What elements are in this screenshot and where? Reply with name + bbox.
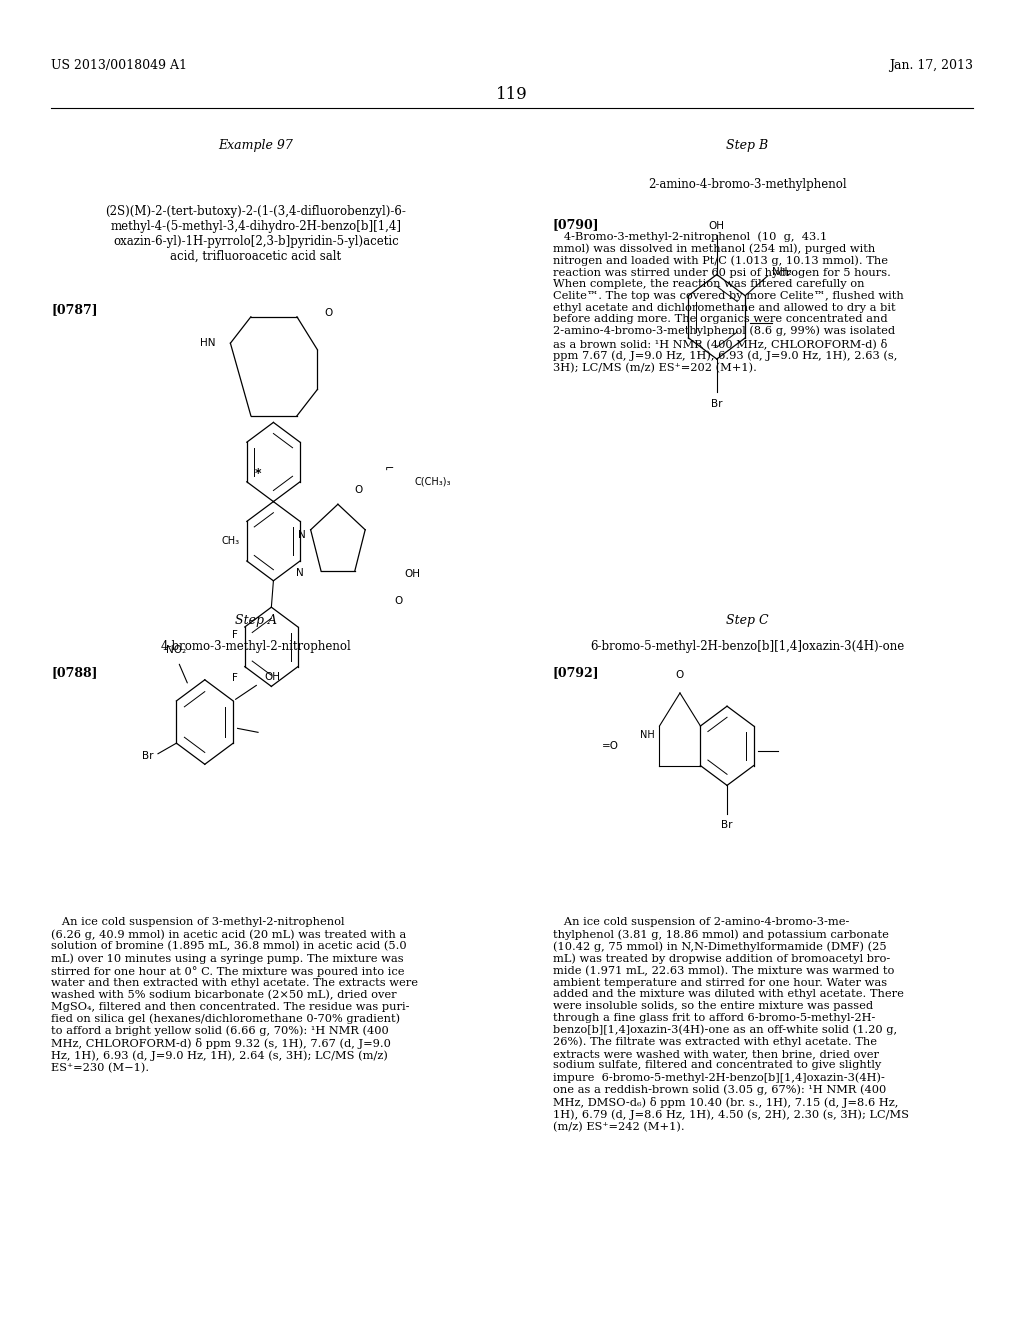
Text: Step B: Step B <box>726 139 769 152</box>
Text: Br: Br <box>711 399 723 409</box>
Text: [0787]: [0787] <box>51 304 98 317</box>
Text: *: * <box>255 467 261 480</box>
Text: (2S)(M)-2-(tert-butoxy)-2-(1-(3,4-difluorobenzyl)-6-
methyl-4-(5-methyl-3,4-dihy: (2S)(M)-2-(tert-butoxy)-2-(1-(3,4-difluo… <box>105 205 407 263</box>
Text: ⌐: ⌐ <box>384 465 394 475</box>
Text: O: O <box>325 308 333 318</box>
Text: =O: =O <box>601 741 618 751</box>
Text: HN: HN <box>200 338 215 348</box>
Text: OH: OH <box>404 569 421 579</box>
Text: F: F <box>231 630 238 640</box>
Text: NO₂: NO₂ <box>166 645 186 655</box>
Text: 2-amino-4-bromo-3-methylphenol: 2-amino-4-bromo-3-methylphenol <box>648 178 847 191</box>
Text: An ice cold suspension of 3-methyl-2-nitrophenol
(6.26 g, 40.9 mmol) in acetic a: An ice cold suspension of 3-methyl-2-nit… <box>51 917 418 1073</box>
Text: CH₃: CH₃ <box>221 536 240 546</box>
Text: N: N <box>296 568 304 578</box>
Text: O: O <box>394 595 402 606</box>
Text: Example 97: Example 97 <box>218 139 294 152</box>
Text: NH₂: NH₂ <box>772 267 792 277</box>
Text: Br: Br <box>721 820 733 830</box>
Text: O: O <box>676 669 684 680</box>
Text: Step A: Step A <box>234 614 278 627</box>
Text: [0788]: [0788] <box>51 667 97 680</box>
Text: Jan. 17, 2013: Jan. 17, 2013 <box>889 59 973 73</box>
Text: OH: OH <box>709 220 725 231</box>
Text: US 2013/0018049 A1: US 2013/0018049 A1 <box>51 59 187 73</box>
Text: F: F <box>231 673 238 684</box>
Text: 119: 119 <box>496 86 528 103</box>
Text: Step C: Step C <box>726 614 769 627</box>
Text: 4-Bromo-3-methyl-2-nitrophenol  (10  g,  43.1
mmol) was dissolved in methanol (2: 4-Bromo-3-methyl-2-nitrophenol (10 g, 43… <box>553 231 904 374</box>
Text: An ice cold suspension of 2-amino-4-bromo-3-me-
thylphenol (3.81 g, 18.86 mmol) : An ice cold suspension of 2-amino-4-brom… <box>553 917 909 1133</box>
Text: C(CH₃)₃: C(CH₃)₃ <box>415 477 452 487</box>
Text: NH: NH <box>640 730 654 741</box>
Text: 4-bromo-3-methyl-2-nitrophenol: 4-bromo-3-methyl-2-nitrophenol <box>161 640 351 653</box>
Text: Br: Br <box>142 751 154 762</box>
Text: OH: OH <box>264 672 280 682</box>
Text: 6-bromo-5-methyl-2H-benzo[b][1,4]oxazin-3(4H)-one: 6-bromo-5-methyl-2H-benzo[b][1,4]oxazin-… <box>591 640 904 653</box>
Text: O: O <box>354 484 362 495</box>
Text: [0790]: [0790] <box>553 218 600 231</box>
Text: [0792]: [0792] <box>553 667 600 680</box>
Text: N: N <box>298 529 306 540</box>
